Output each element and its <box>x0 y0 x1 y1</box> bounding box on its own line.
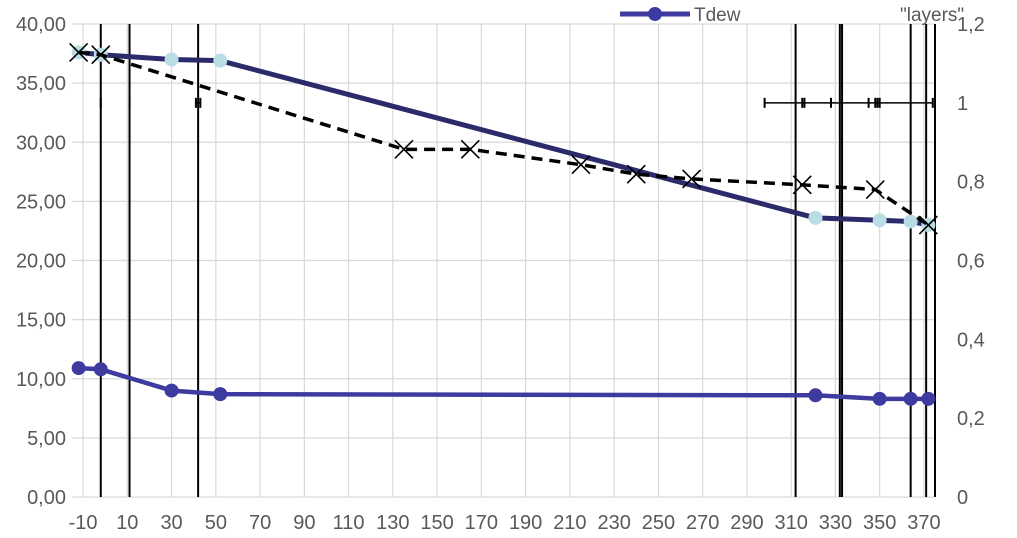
series-point-dashed <box>865 179 885 200</box>
series-point-temperature <box>903 214 918 229</box>
y-left-tick-label: 35,00 <box>16 73 66 95</box>
series-point-dashed <box>394 139 414 159</box>
legend: Tdew "layers" <box>620 5 964 26</box>
y-right-tick-label: 0,6 <box>957 251 985 273</box>
y-right-tick-label: 0,8 <box>957 172 985 194</box>
x-tick-label: 370 <box>907 512 940 534</box>
y-left-tick-label: 25,00 <box>16 191 66 213</box>
series-point-tdew <box>808 388 823 403</box>
error-bars <box>99 97 934 108</box>
x-tick-label: -10 <box>69 512 98 534</box>
series-point-temperature <box>808 210 823 225</box>
x-tick-label: 110 <box>333 512 365 534</box>
series-point-tdew <box>164 383 179 398</box>
x-tick-label: 90 <box>293 512 315 534</box>
series-point-temperature <box>213 53 228 68</box>
legend-tdew-marker <box>648 7 662 21</box>
legend-layers-label: "layers" <box>900 5 964 26</box>
series-point-dashed <box>571 155 591 175</box>
x-tick-label: 210 <box>553 512 586 534</box>
y-left-tick-label: 5,00 <box>27 428 66 450</box>
series-point-tdew <box>903 391 918 406</box>
series-point-dashed <box>918 215 938 235</box>
series-point-tdew <box>71 361 86 376</box>
y-left-tick-label: 30,00 <box>16 132 66 154</box>
y-right-tick-label: 1 <box>957 93 968 115</box>
x-tick-label: 350 <box>863 512 896 534</box>
y-right-tick-label: 0,4 <box>957 329 985 351</box>
y-right-tick-label: 1,2 <box>957 14 985 36</box>
x-tick-label: 50 <box>205 512 227 534</box>
x-tick-label: 150 <box>420 512 453 534</box>
x-tick-label: 170 <box>465 512 498 534</box>
series-point-dashed <box>69 42 89 62</box>
x-tick-label: 230 <box>597 512 630 534</box>
y-left-tick-label: 15,00 <box>16 310 66 332</box>
x-tick-label: 290 <box>730 512 763 534</box>
x-tick-label: 330 <box>819 512 852 534</box>
series-point-tdew <box>93 362 108 377</box>
x-tick-label: 270 <box>686 512 719 534</box>
series-line-tdew <box>78 365 929 402</box>
series-point-dashed <box>682 169 702 189</box>
series-point-tdew <box>213 387 228 402</box>
x-tick-label: 30 <box>160 512 182 534</box>
legend-tdew-label: Tdew <box>694 5 741 26</box>
x-tick-label: 250 <box>642 512 675 534</box>
series-line-temperature <box>78 49 929 228</box>
x-tick-label: 310 <box>774 512 807 534</box>
series-point-tdew <box>921 391 936 406</box>
series-point-temperature <box>872 213 887 228</box>
x-tick-label: 70 <box>249 512 271 534</box>
y-right-tick-label: 0,2 <box>957 408 985 430</box>
series-point-temperature <box>164 52 179 67</box>
y-left-tick-label: 40,00 <box>16 14 66 36</box>
series-point-dashed <box>91 45 111 65</box>
y-right-tick-label: 0 <box>957 487 968 509</box>
tick-labels: -10 10 30 50 70 90 110 130 150 170 190 210 230 250 270… <box>16 14 985 534</box>
series-point-dashed <box>626 164 646 184</box>
y-left-tick-label: 20,00 <box>16 251 66 273</box>
series-line-dashed <box>78 50 930 227</box>
y-left-tick-label: 0,00 <box>27 487 66 509</box>
gridlines <box>72 23 935 498</box>
y-left-tick-label: 10,00 <box>16 369 66 391</box>
x-tick-label: 130 <box>376 512 409 534</box>
series-point-tdew <box>872 391 887 406</box>
x-tick-label: 10 <box>116 512 138 534</box>
series-point-dashed <box>460 139 480 159</box>
x-tick-label: 190 <box>509 512 542 534</box>
series-group <box>69 42 938 406</box>
series-point-dashed <box>792 175 812 195</box>
